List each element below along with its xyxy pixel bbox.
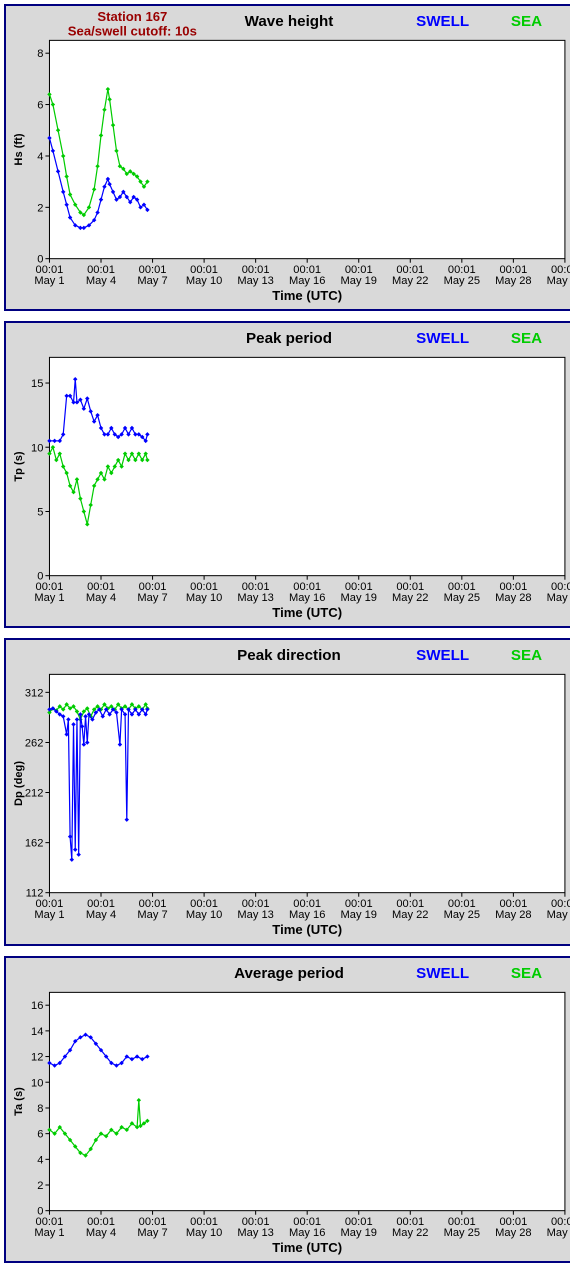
xtick-date: May 4	[86, 909, 116, 921]
x-axis-label: Time (UTC)	[272, 288, 342, 303]
xtick-date: May 1	[34, 592, 64, 604]
legend-sea: SEA	[511, 965, 542, 982]
y-axis-label: Hs (ft)	[13, 133, 25, 165]
xtick-date: May 16	[289, 909, 325, 921]
xtick-date: May 1	[34, 1227, 64, 1239]
xtick-date: May 22	[392, 1227, 428, 1239]
xtick-date: May 25	[444, 909, 480, 921]
xtick-date: May 4	[86, 592, 116, 604]
xtick-date: May 10	[186, 275, 222, 287]
x-axis-label: Time (UTC)	[272, 1240, 342, 1255]
ytick-label: 14	[31, 1026, 43, 1038]
xtick-date: May 13	[237, 909, 273, 921]
xtick-date: May 4	[86, 275, 116, 287]
ytick-label: 8	[37, 1103, 43, 1115]
ytick-label: 12	[31, 1051, 43, 1063]
y-axis-label: Tp (s)	[13, 451, 25, 482]
xtick-date: May 19	[341, 592, 377, 604]
ytick-label: 6	[37, 100, 43, 112]
chart-average-period: 024681012141600:01May 100:01May 400:01Ma…	[6, 958, 570, 1261]
panel-wave-height: 0246800:01May 100:01May 400:01May 700:01…	[4, 4, 570, 311]
charts-container: 0246800:01May 100:01May 400:01May 700:01…	[4, 4, 570, 1263]
xtick-date: May 7	[137, 909, 167, 921]
ytick-label: 262	[25, 738, 44, 750]
ytick-label: 212	[25, 788, 44, 800]
cutoff-label: Sea/swell cutoff: 10s	[68, 23, 197, 38]
ytick-label: 4	[37, 1154, 43, 1166]
xtick-date: May 25	[444, 1227, 480, 1239]
ytick-label: 16	[31, 1000, 43, 1012]
xtick-date: May 13	[237, 1227, 273, 1239]
xtick-date: May 10	[186, 909, 222, 921]
ytick-label: 10	[31, 1077, 43, 1089]
ytick-label: 312	[25, 688, 44, 700]
xtick-date: May 28	[495, 275, 531, 287]
panel-average-period: 024681012141600:01May 100:01May 400:01Ma…	[4, 956, 570, 1263]
ytick-label: 162	[25, 838, 44, 850]
panel-peak-direction: 11216221226231200:01May 100:01May 400:01…	[4, 638, 570, 945]
chart-title: Peak period	[246, 330, 332, 347]
xtick-date: May 7	[137, 1227, 167, 1239]
xtick-date: May 31	[547, 1227, 570, 1239]
panel-peak-period: 05101500:01May 100:01May 400:01May 700:0…	[4, 321, 570, 628]
xtick-date: May 7	[137, 592, 167, 604]
ytick-label: 2	[37, 1180, 43, 1192]
legend-sea: SEA	[511, 330, 542, 347]
xtick-date: May 4	[86, 1227, 116, 1239]
xtick-date: May 28	[495, 592, 531, 604]
chart-title: Peak direction	[237, 648, 341, 665]
ytick-label: 15	[31, 378, 43, 390]
y-axis-label: Dp (deg)	[13, 761, 25, 806]
xtick-date: May 28	[495, 1227, 531, 1239]
xtick-date: May 31	[547, 592, 570, 604]
chart-peak-direction: 11216221226231200:01May 100:01May 400:01…	[6, 640, 570, 943]
chart-title: Average period	[234, 965, 344, 982]
ytick-label: 5	[37, 507, 43, 519]
x-axis-label: Time (UTC)	[272, 923, 342, 938]
x-axis-label: Time (UTC)	[272, 605, 342, 620]
xtick-date: May 16	[289, 1227, 325, 1239]
legend-swell: SWELL	[416, 965, 469, 982]
ytick-label: 4	[37, 151, 43, 163]
xtick-date: May 22	[392, 909, 428, 921]
legend-swell: SWELL	[416, 330, 469, 347]
xtick-date: May 10	[186, 592, 222, 604]
legend-swell: SWELL	[416, 648, 469, 665]
station-label: Station 167	[97, 9, 167, 24]
xtick-date: May 19	[341, 909, 377, 921]
xtick-date: May 1	[34, 275, 64, 287]
xtick-date: May 28	[495, 909, 531, 921]
xtick-date: May 22	[392, 592, 428, 604]
xtick-date: May 22	[392, 275, 428, 287]
ytick-label: 10	[31, 442, 43, 454]
xtick-date: May 31	[547, 909, 570, 921]
y-axis-label: Ta (s)	[13, 1086, 25, 1115]
xtick-date: May 31	[547, 275, 570, 287]
xtick-date: May 19	[341, 1227, 377, 1239]
chart-peak-period: 05101500:01May 100:01May 400:01May 700:0…	[6, 323, 570, 626]
chart-title: Wave height	[245, 13, 334, 30]
legend-swell: SWELL	[416, 13, 469, 30]
xtick-date: May 7	[137, 275, 167, 287]
xtick-date: May 13	[237, 275, 273, 287]
xtick-date: May 16	[289, 592, 325, 604]
legend-sea: SEA	[511, 13, 542, 30]
xtick-date: May 25	[444, 275, 480, 287]
xtick-date: May 10	[186, 1227, 222, 1239]
xtick-date: May 16	[289, 275, 325, 287]
xtick-date: May 13	[237, 592, 273, 604]
legend-sea: SEA	[511, 648, 542, 665]
xtick-date: May 1	[34, 909, 64, 921]
ytick-label: 6	[37, 1128, 43, 1140]
xtick-date: May 25	[444, 592, 480, 604]
ytick-label: 8	[37, 48, 43, 60]
chart-wave-height: 0246800:01May 100:01May 400:01May 700:01…	[6, 6, 570, 309]
xtick-date: May 19	[341, 275, 377, 287]
ytick-label: 2	[37, 202, 43, 214]
